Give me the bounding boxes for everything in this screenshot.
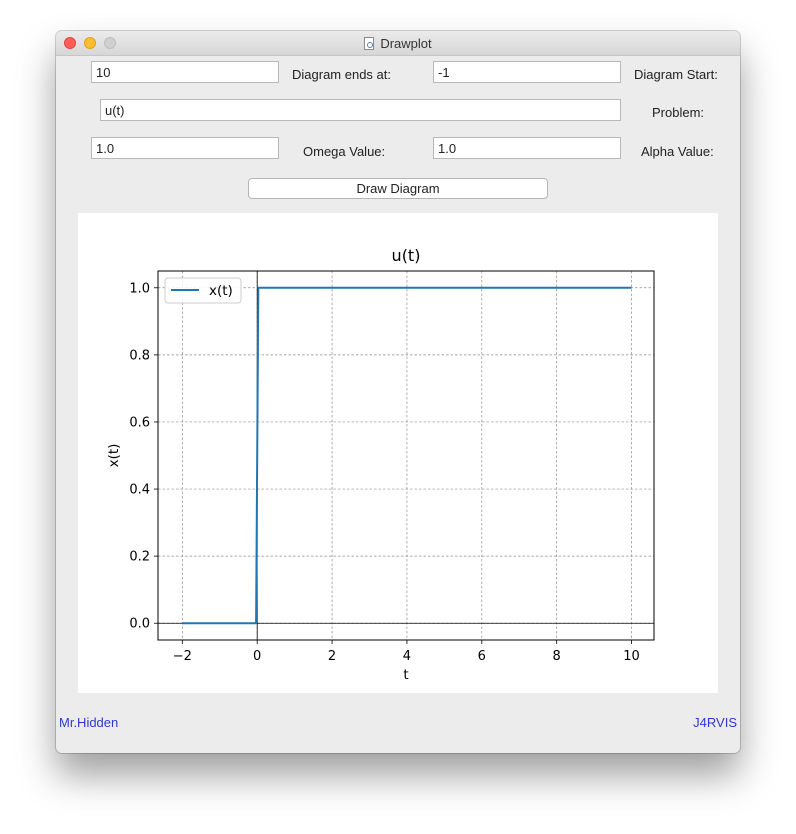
- x-tick-label: 10: [623, 649, 640, 664]
- title-bar[interactable]: Drawplot: [56, 31, 740, 56]
- x-tick-label: 0: [253, 649, 261, 664]
- diagram-start-input[interactable]: [433, 61, 621, 83]
- y-tick-label: 0.2: [129, 550, 150, 565]
- omega-input[interactable]: [91, 137, 279, 159]
- chart-title: u(t): [392, 246, 421, 265]
- y-tick-label: 0.8: [129, 348, 150, 363]
- window-title: Drawplot: [380, 35, 432, 51]
- zoom-button[interactable]: [104, 37, 116, 49]
- plot-canvas: −2 0 2 4 6 8 10 0.0 0.2 0.4 0.6 0.8 1.0 u(t) t x(t) x(t): [78, 213, 718, 693]
- alpha-input[interactable]: [433, 137, 621, 159]
- window-title-group: Drawplot: [56, 31, 740, 55]
- y-tick-label: 0.0: [129, 617, 150, 632]
- footer-right-text: J4RVIS: [693, 715, 737, 730]
- legend-label: x(t): [209, 283, 233, 299]
- diagram-end-input[interactable]: [91, 61, 279, 83]
- x-tick-label: 2: [328, 649, 336, 664]
- document-icon: [364, 36, 375, 50]
- draw-diagram-button[interactable]: Draw Diagram: [248, 178, 548, 199]
- y-axis-label: x(t): [106, 444, 122, 468]
- minimize-button[interactable]: [84, 37, 96, 49]
- diagram-end-label: Diagram ends at:: [292, 67, 391, 82]
- x-tick-label: 8: [553, 649, 561, 664]
- series-line-x-t: [182, 286, 632, 625]
- close-button[interactable]: [64, 37, 76, 49]
- legend-box: [164, 277, 242, 304]
- diagram-start-label: Diagram Start:: [634, 67, 718, 82]
- y-tick-label: 0.6: [129, 415, 150, 430]
- alpha-label: Alpha Value:: [641, 144, 714, 159]
- drawplot-window: Drawplot Diagram ends at: Diagram Start:…: [56, 31, 740, 753]
- problem-label: Problem:: [652, 105, 705, 120]
- x-axis-label: t: [403, 667, 408, 683]
- plot-frame: [157, 270, 655, 641]
- omega-label: Omega Value:: [303, 144, 386, 159]
- y-tick-label: 1.0: [129, 281, 150, 296]
- y-tick-label: 0.4: [129, 483, 150, 498]
- footer-left-text: Mr.Hidden: [59, 715, 119, 730]
- problem-input[interactable]: [100, 99, 621, 121]
- x-tick-label: −2: [173, 649, 192, 664]
- line-chart: −2 0 2 4 6 8 10 0.0 0.2 0.4 0.6 0.8 1.0 u(t) t x(t) x(t): [106, 246, 655, 683]
- x-tick-label: 4: [403, 649, 411, 664]
- x-tick-label: 6: [478, 649, 486, 664]
